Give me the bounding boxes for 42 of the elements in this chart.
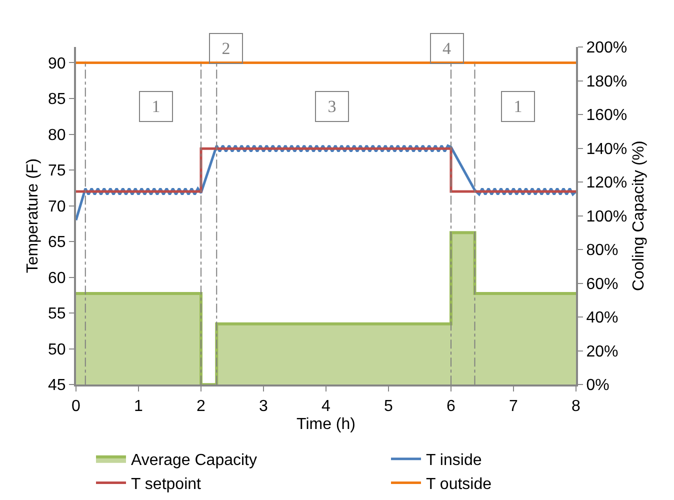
y-tick-label: 65 [48, 234, 66, 252]
y2-axis-title: Cooling Capacity (%) [630, 140, 648, 291]
y-tick-label: 70 [48, 198, 66, 216]
legend-label: Average Capacity [131, 452, 257, 470]
y2-tick-label: 60% [586, 276, 618, 293]
y-tick-label: 55 [48, 306, 66, 323]
y-axis-title: Temperature (F) [24, 158, 42, 274]
x-tick-label: 6 [446, 398, 456, 415]
y2-tick-label: 20% [586, 343, 618, 360]
annotation: 3 [328, 97, 336, 116]
y2-tick-label: 120% [586, 174, 628, 192]
annotation: 2 [222, 39, 230, 58]
x-tick-label: 8 [572, 398, 581, 415]
x-tick-label: 0 [72, 398, 81, 415]
x-tick-label: 5 [384, 398, 394, 415]
y-tick-label: 85 [48, 91, 66, 108]
x-tick-label: 7 [509, 398, 518, 415]
x-axis-title: Time (h) [296, 416, 356, 433]
y2-tick-label: 0% [586, 377, 610, 394]
annotation: 1 [514, 97, 522, 116]
y-tick-label: 45 [48, 377, 66, 394]
y-tick-label: 60 [48, 270, 66, 287]
y-tick-label: 75 [48, 162, 66, 180]
y-tick-label: 90 [48, 55, 66, 72]
y2-tick-label: 160% [586, 107, 628, 124]
y2-tick-label: 140% [586, 140, 628, 158]
y2-tick-label: 80% [586, 242, 618, 260]
x-tick-label: 4 [322, 398, 331, 415]
y-tick-label: 80 [48, 126, 66, 144]
legend-label: T outside [426, 476, 492, 493]
y-tick-label: 50 [48, 341, 66, 358]
x-tick-label: 1 [134, 398, 144, 415]
legend-label: T inside [426, 452, 482, 470]
y2-tick-label: 100% [586, 208, 628, 226]
annotation: 4 [442, 39, 452, 58]
y2-tick-label: 180% [586, 73, 628, 90]
y2-tick-label: 200% [586, 40, 628, 57]
x-tick-label: 3 [259, 398, 268, 415]
legend-label: T setpoint [131, 476, 202, 493]
annotation: 1 [152, 97, 160, 116]
x-tick-label: 2 [196, 398, 206, 415]
y2-tick-label: 40% [586, 310, 618, 327]
